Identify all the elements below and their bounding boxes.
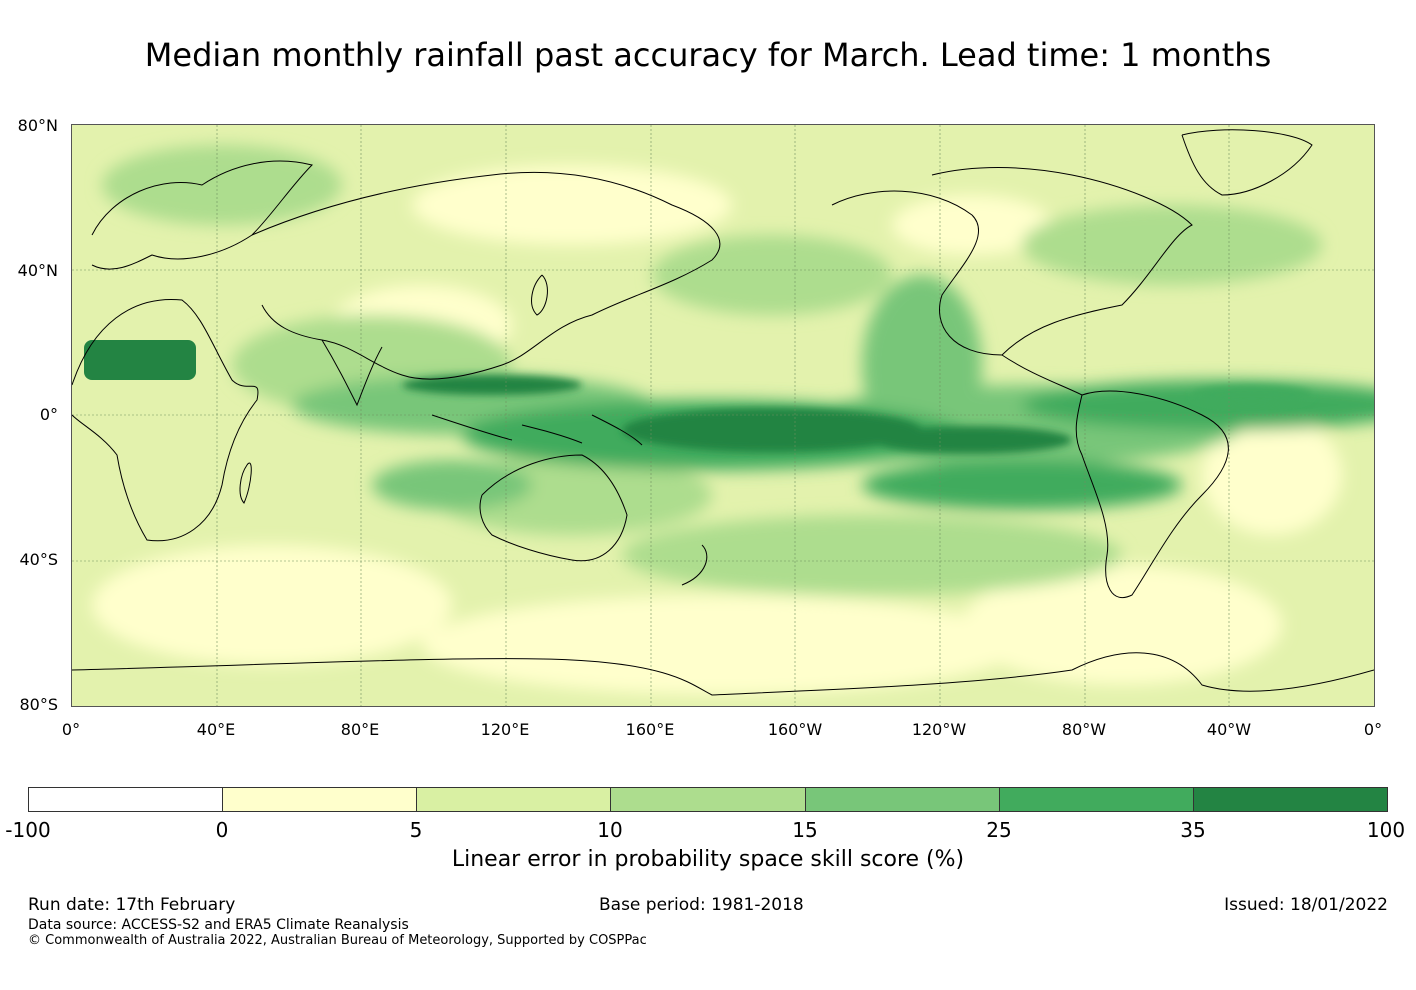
copyright: © Commonwealth of Australia 2022, Austra… <box>28 933 647 948</box>
lon-label-80w: 80°W <box>1061 720 1107 739</box>
lon-label-160w: 160°W <box>767 720 823 739</box>
colorbar-label: Linear error in probability space skill … <box>451 847 965 872</box>
colorbar-tick: 35 <box>1180 818 1206 842</box>
lon-label-120e: 120°E <box>480 720 530 739</box>
map-canvas <box>72 125 1374 706</box>
issued-date: Issued: 18/01/2022 <box>1224 895 1388 915</box>
lat-label-0: 0° <box>39 405 58 424</box>
colorbar-tick: 0 <box>215 818 229 842</box>
run-date: Run date: 17th February <box>28 895 236 915</box>
colorbar-segment-6 <box>1193 788 1387 811</box>
colorbar <box>28 787 1388 812</box>
lon-label-0-left: 0° <box>61 720 81 739</box>
colorbar-tick: 100 <box>1366 818 1406 842</box>
lon-label-40e: 40°E <box>196 720 236 739</box>
colorbar-segment-3 <box>611 788 806 811</box>
colorbar-segment-1 <box>223 788 418 811</box>
sahara-high-skill-region <box>84 340 196 380</box>
skill-score-map <box>71 124 1375 707</box>
colorbar-segment-0 <box>29 788 224 811</box>
lon-label-120w: 120°W <box>911 720 967 739</box>
colorbar-segment-4 <box>805 788 1000 811</box>
colorbar-tick: 15 <box>792 818 818 842</box>
colorbar-tick: -100 <box>5 818 51 842</box>
lon-label-40w: 40°W <box>1206 720 1252 739</box>
lat-label-80n: 80°N <box>17 116 58 135</box>
colorbar-segment-2 <box>417 788 612 811</box>
lat-label-40n: 40°N <box>17 261 58 280</box>
base-period: Base period: 1981-2018 <box>599 895 804 915</box>
map-title: Median monthly rainfall past accuracy fo… <box>144 36 1272 74</box>
lat-label-40s: 40°S <box>19 550 58 569</box>
lat-label-80s: 80°S <box>19 695 58 714</box>
data-source: Data source: ACCESS-S2 and ERA5 Climate … <box>28 917 409 933</box>
colorbar-tick: 25 <box>986 818 1012 842</box>
graticule <box>72 125 1374 706</box>
colorbar-tick: 5 <box>409 818 423 842</box>
coastlines <box>72 129 1374 696</box>
lon-label-0-right: 0° <box>1363 720 1383 739</box>
colorbar-segment-5 <box>999 788 1194 811</box>
lon-label-160e: 160°E <box>625 720 675 739</box>
colorbar-tick: 10 <box>597 818 623 842</box>
lon-label-80e: 80°E <box>340 720 380 739</box>
